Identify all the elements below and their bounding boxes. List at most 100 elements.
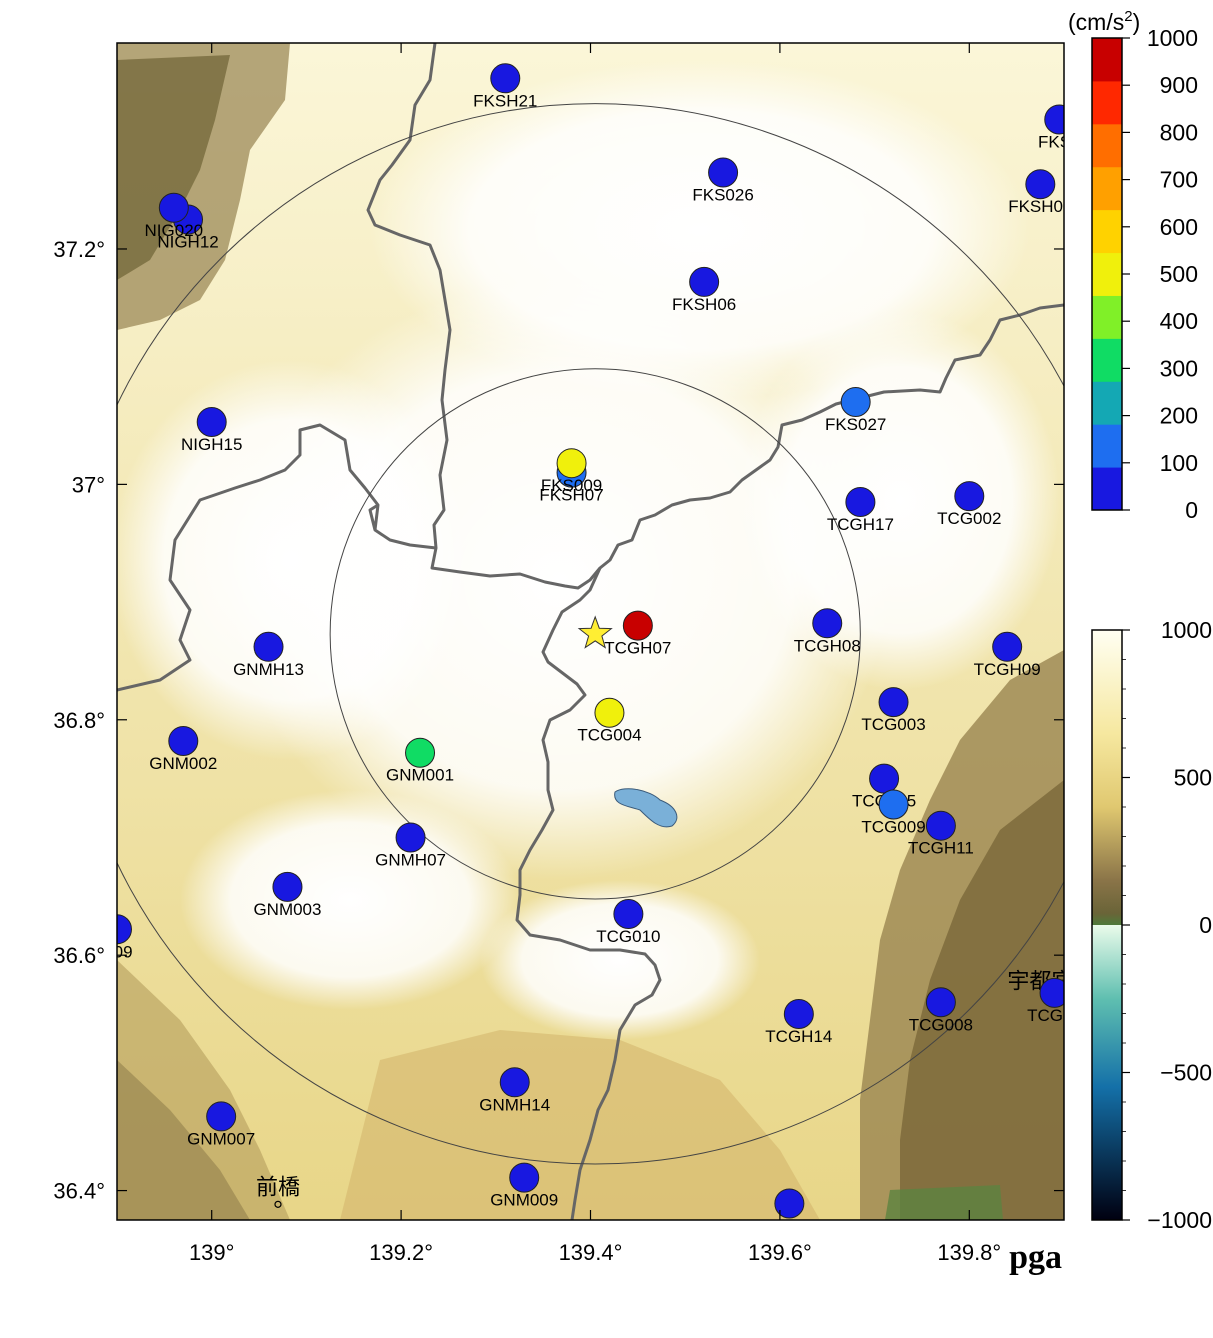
station-marker[interactable] (395, 822, 426, 853)
station-fksh06[interactable]: FKSH06 (672, 266, 736, 314)
pga-tick-label: 800 (1160, 119, 1198, 145)
mountains-southeast-dark (900, 780, 1064, 1220)
pga-tick-label: 500 (1160, 261, 1198, 287)
station-label: TCGH08 (794, 636, 861, 655)
station-label: FKS027 (825, 415, 886, 434)
station-marker[interactable] (196, 406, 227, 437)
station-fksh05[interactable]: FKSH05 (1008, 169, 1072, 217)
station-gnm007[interactable]: GNM007 (187, 1101, 255, 1149)
station-fks026[interactable]: FKS026 (692, 157, 754, 205)
station-marker[interactable] (925, 987, 956, 1018)
station-tcg010[interactable]: TCG010 (596, 898, 661, 946)
elevation-tick-label: −1000 (1147, 1207, 1212, 1233)
station-marker[interactable] (613, 898, 644, 929)
station-gnm001[interactable]: GNM001 (386, 737, 454, 785)
station-gnm003[interactable]: GNM003 (253, 871, 321, 919)
station-fksh21[interactable]: FKSH21 (473, 63, 537, 111)
station-tcgh08[interactable]: TCGH08 (794, 608, 861, 656)
station-marker[interactable] (954, 481, 985, 512)
station-label: TCGH17 (827, 515, 894, 534)
station-tcg011[interactable]: TCG011 (758, 1188, 821, 1236)
station-marker[interactable] (622, 610, 653, 641)
station-label: GNMH07 (375, 850, 446, 869)
pga-colorbar-swatch (1092, 38, 1122, 82)
station-marker[interactable] (812, 608, 843, 639)
pga-tick-label: 700 (1160, 167, 1198, 193)
station-marker[interactable] (168, 725, 199, 756)
station-marker[interactable] (840, 386, 871, 417)
pga-colorbar-swatch (1092, 252, 1122, 296)
station-marker[interactable] (509, 1162, 540, 1193)
station-nig020[interactable]: NIG020 (145, 192, 204, 240)
station-h09[interactable]: H09 (101, 914, 133, 962)
station-tcgh09[interactable]: TCGH09 (974, 631, 1041, 679)
station-fks027[interactable]: FKS027 (825, 386, 886, 434)
station-label: TCGH11 (908, 839, 974, 858)
pga-tick-label: 600 (1160, 214, 1198, 240)
pga-tick-label: 100 (1160, 450, 1198, 476)
station-marker[interactable] (103, 914, 132, 945)
station-tcg002[interactable]: TCG002 (937, 481, 1001, 529)
station-gnmh14[interactable]: GNMH14 (479, 1067, 550, 1115)
lon-tick-label: 139.6° (748, 1240, 812, 1265)
station-marker[interactable] (869, 763, 900, 794)
station-marker[interactable] (405, 737, 436, 768)
distance-circle-outer (117, 103, 1064, 1165)
station-tcgh14[interactable]: TCGH14 (765, 999, 832, 1047)
station-marker[interactable] (1039, 977, 1069, 1008)
station-marker[interactable] (708, 157, 739, 188)
station-label: FKS026 (692, 185, 753, 204)
station-label: H09 (101, 942, 132, 961)
pga-tick-label: 200 (1160, 403, 1198, 429)
station-marker[interactable] (845, 487, 876, 518)
station-fks009[interactable]: FKS009 (541, 448, 602, 496)
station-gnmh13[interactable]: GNMH13 (233, 631, 304, 679)
station-gnm002[interactable]: GNM002 (149, 725, 217, 773)
station-tcg004[interactable]: TCG004 (577, 697, 642, 745)
station-tcgh17[interactable]: TCGH17 (827, 487, 894, 535)
station-marker[interactable] (158, 192, 189, 223)
station-marker[interactable] (878, 789, 909, 820)
station-tcg009[interactable]: TCG009 (861, 789, 926, 837)
station-label: TCGH09 (974, 660, 1041, 679)
station-tcg003[interactable]: TCG003 (861, 687, 926, 735)
mountains-northwest-dark (117, 55, 230, 280)
station-marker[interactable] (689, 266, 720, 297)
pga-colorbar-swatch (1092, 123, 1122, 168)
station-marker[interactable] (499, 1067, 530, 1098)
station-marker[interactable] (774, 1188, 805, 1219)
station-marker[interactable] (992, 631, 1023, 662)
station-marker[interactable] (1044, 104, 1074, 135)
station-label: TCG002 (937, 509, 1001, 528)
station-tcgh11[interactable]: TCGH11 (908, 810, 974, 858)
station-marker[interactable] (878, 687, 909, 718)
station-tcg008[interactable]: TCG008 (909, 987, 973, 1035)
station-tcg00[interactable]: TCG00 (1027, 977, 1082, 1025)
station-tcgh07[interactable]: TCGH07 (604, 610, 671, 658)
station-label: TCGH14 (765, 1027, 832, 1046)
station-marker[interactable] (1025, 169, 1056, 200)
station-marker[interactable] (925, 810, 956, 841)
station-marker[interactable] (490, 63, 521, 94)
station-marker[interactable] (206, 1101, 237, 1132)
station-gnmh07[interactable]: GNMH07 (375, 822, 446, 870)
station-nigh15[interactable]: NIGH15 (181, 406, 242, 454)
station-marker[interactable] (556, 448, 587, 479)
station-marker[interactable] (253, 631, 284, 662)
pga-colorbar-swatch (1092, 381, 1122, 425)
elevation-tick-label: 500 (1174, 765, 1212, 791)
station-label: NIGH12 (157, 233, 218, 252)
pga-colorbar-swatch (1092, 80, 1122, 125)
station-gnm009[interactable]: GNM009 (490, 1162, 558, 1210)
station-fks0[interactable]: FKS0 (1038, 104, 1081, 152)
epicenter-star-icon[interactable] (577, 615, 613, 649)
station-marker[interactable] (594, 697, 625, 728)
station-label: FKSH07 (539, 486, 603, 505)
station-label: TCG010 (596, 927, 660, 946)
station-marker[interactable] (272, 871, 303, 902)
station-marker[interactable] (783, 999, 814, 1030)
mountains-southwest-dark (117, 1060, 250, 1220)
lon-tick-label: 139.2° (369, 1240, 433, 1265)
